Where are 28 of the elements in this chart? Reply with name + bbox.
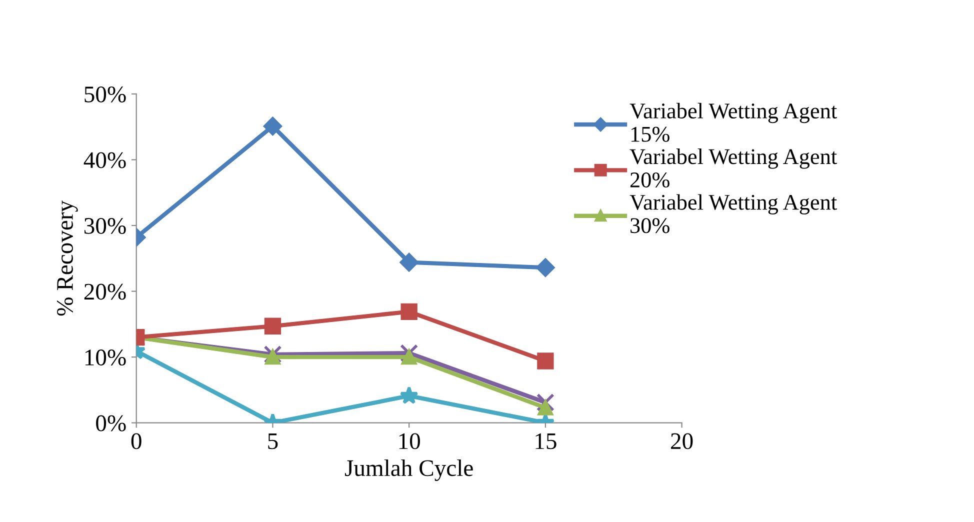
y-tick-label: 10% [85,350,126,366]
y-tick-label: 0% [96,415,126,432]
x-tick-label: 5 [268,433,278,450]
point [537,352,554,370]
point [400,344,418,362]
legend-label: Variabel Wetting Agent 15% [630,102,837,142]
legend-label: Variabel Wetting Agent 20% [630,148,837,188]
point [264,345,282,364]
point [400,253,418,272]
x-tick-label: 10 [399,433,420,450]
y-tick-label: 40% [84,152,126,168]
y-axis-title: % Recovery [57,200,78,316]
x-tick-label: 15 [536,433,556,450]
x-axis-title: Jumlah Cycle [344,460,473,481]
y-tick-label: 50% [84,86,126,102]
y-tick-label: 20% [84,284,126,300]
point [263,116,282,136]
point [264,318,282,334]
point [400,303,418,320]
x-tick-label: 0 [131,433,142,450]
y-tick-label: 30% [84,218,126,234]
x-tick-label: 20 [671,433,693,450]
point [536,393,554,412]
legend-label: Variabel Wetting Agent 30% [630,194,837,234]
point [265,349,280,365]
point [536,258,555,277]
point [401,349,417,365]
point [538,400,554,416]
